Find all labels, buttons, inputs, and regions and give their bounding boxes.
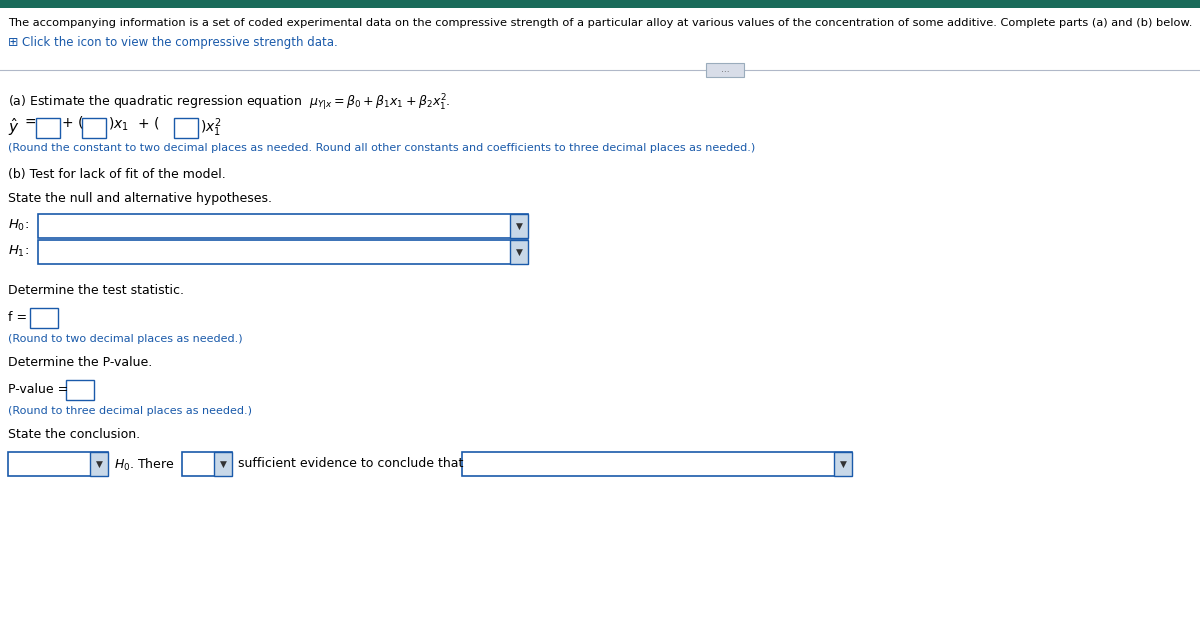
Text: )$x_1^2$: )$x_1^2$ xyxy=(200,116,222,138)
Text: (Round to three decimal places as needed.): (Round to three decimal places as needed… xyxy=(8,406,252,416)
Text: $H_0$. There: $H_0$. There xyxy=(114,457,175,473)
Text: State the conclusion.: State the conclusion. xyxy=(8,428,140,441)
Text: ▼: ▼ xyxy=(220,460,227,468)
Text: $\hat{y}$: $\hat{y}$ xyxy=(8,116,19,138)
Bar xyxy=(462,452,852,476)
Text: ▼: ▼ xyxy=(96,460,102,468)
Bar xyxy=(38,214,528,238)
Bar xyxy=(834,452,852,476)
Text: ...: ... xyxy=(721,66,730,75)
Text: (a) Estimate the quadratic regression equation  $\mu_{Y|x} = \beta_0 + \beta_1 x: (a) Estimate the quadratic regression eq… xyxy=(8,92,450,112)
Text: (Round to two decimal places as needed.): (Round to two decimal places as needed.) xyxy=(8,334,242,344)
Text: $H_1$:: $H_1$: xyxy=(8,244,29,259)
Bar xyxy=(82,118,106,138)
Text: ▼: ▼ xyxy=(516,247,522,256)
Text: P-value =: P-value = xyxy=(8,383,68,396)
Bar xyxy=(174,118,198,138)
Bar xyxy=(30,308,58,328)
Text: The accompanying information is a set of coded experimental data on the compress: The accompanying information is a set of… xyxy=(8,18,1193,28)
Bar xyxy=(214,452,232,476)
Bar xyxy=(90,452,108,476)
Text: ▼: ▼ xyxy=(516,221,522,231)
Bar xyxy=(0,0,1200,8)
Bar xyxy=(706,63,744,77)
Bar xyxy=(36,118,60,138)
Text: (b) Test for lack of fit of the model.: (b) Test for lack of fit of the model. xyxy=(8,168,226,181)
Text: Click the icon to view the compressive strength data.: Click the icon to view the compressive s… xyxy=(22,36,337,49)
Bar xyxy=(8,452,108,476)
Text: ⊞: ⊞ xyxy=(8,36,18,49)
Text: Determine the P-value.: Determine the P-value. xyxy=(8,356,152,369)
Text: )$x_1$  + (: )$x_1$ + ( xyxy=(108,116,160,133)
Text: State the null and alternative hypotheses.: State the null and alternative hypothese… xyxy=(8,192,272,205)
Text: f =: f = xyxy=(8,311,28,324)
Text: (Round the constant to two decimal places as needed. Round all other constants a: (Round the constant to two decimal place… xyxy=(8,143,755,153)
Text: $H_0$:: $H_0$: xyxy=(8,218,29,233)
Bar xyxy=(66,380,94,400)
Bar xyxy=(182,452,232,476)
Text: sufficient evidence to conclude that: sufficient evidence to conclude that xyxy=(238,457,463,470)
Text: ▼: ▼ xyxy=(840,460,846,468)
Text: + (: + ( xyxy=(62,116,84,130)
Bar xyxy=(510,240,528,264)
Bar xyxy=(38,240,528,264)
Bar xyxy=(510,214,528,238)
Text: =: = xyxy=(24,116,36,130)
Text: Determine the test statistic.: Determine the test statistic. xyxy=(8,284,184,297)
